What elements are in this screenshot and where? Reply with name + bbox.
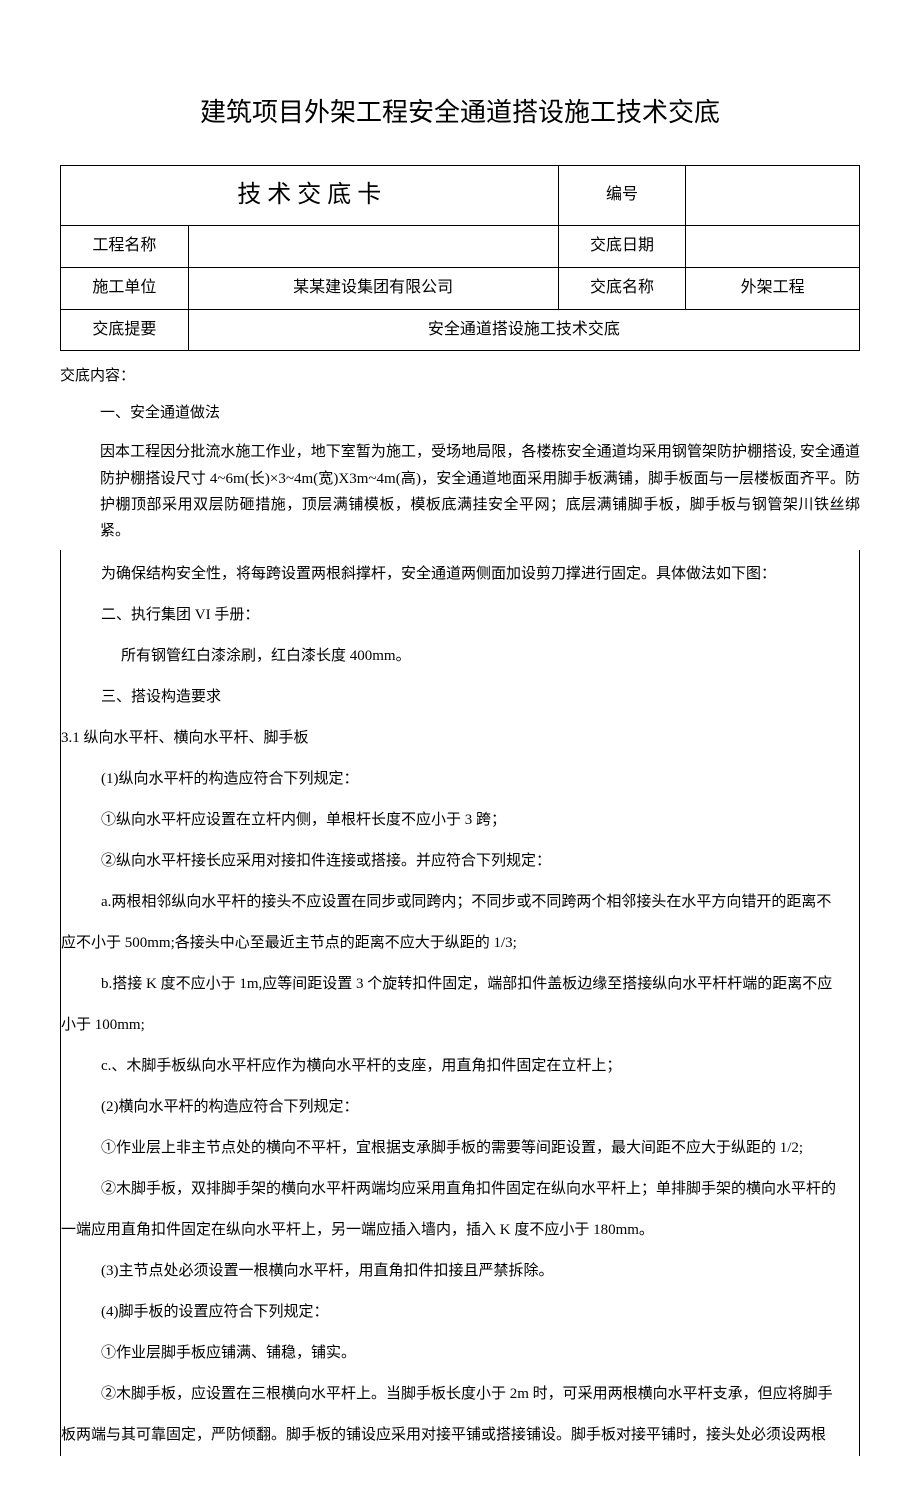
card-title-cell: 技 术 交 底 卡: [61, 165, 559, 225]
date-label: 交底日期: [558, 225, 686, 267]
item-3-1-2a: ①作业层上非主节点处的横向不平杆，宜根据支承脚手板的需要等间距设置，最大间距不应…: [61, 1128, 851, 1169]
item-3-1-1b-b: b.搭接 K 度不应小于 1m,应等间距设置 3 个旋转扣件固定，端部扣件盖板边…: [61, 964, 851, 1005]
unit-value: 某某建设集团有限公司: [188, 267, 558, 309]
item-3-1-2b-cont: 一端应用直角扣件固定在纵向水平杆上，另一端应插入墙内，插入 K 度不应小于 18…: [61, 1210, 851, 1251]
item-3-1-1b-a: a.两根相邻纵向水平杆的接头不应设置在同步或同跨内；不同步或不同跨两个相邻接头在…: [61, 882, 851, 923]
section-3-1-heading: 3.1 纵向水平杆、横向水平杆、脚手板: [61, 718, 851, 759]
item-3-1-4a: ①作业层脚手板应铺满、铺稳，铺实。: [61, 1333, 851, 1374]
header-table: 技 术 交 底 卡 编号 工程名称 交底日期 施工单位 某某建设集团有限公司 交…: [60, 165, 860, 352]
unit-label: 施工单位: [61, 267, 189, 309]
section-2-para-1: 所有钢管红白漆涂刷，红白漆长度 400mm。: [61, 636, 851, 677]
section-2-heading: 二、执行集团 VI 手册：: [61, 595, 851, 636]
date-value: [686, 225, 860, 267]
serial-label: 编号: [558, 165, 686, 225]
name-value: 外架工程: [686, 267, 860, 309]
item-3-1-1a: ①纵向水平杆应设置在立杆内侧，单根杆长度不应小于 3 跨；: [61, 800, 851, 841]
item-3-1-4: (4)脚手板的设置应符合下列规定：: [61, 1292, 851, 1333]
document-title: 建筑项目外架工程安全通道搭设施工技术交底: [60, 90, 860, 137]
content-start: 交底内容：: [60, 359, 860, 394]
item-3-1-1b-c: c.、木脚手板纵向水平杆应作为横向水平杆的支座，用直角扣件固定在立杆上；: [61, 1046, 851, 1087]
section-1-para-1: 因本工程因分批流水施工作业，地下室暂为施工，受场地局限，各楼栋安全通道均采用钢管…: [60, 433, 860, 550]
section-3-heading: 三、搭设构造要求: [61, 677, 851, 718]
item-3-1-4b-cont: 板两端与其可靠固定，严防倾翻。脚手板的铺设应采用对接平铺或搭接铺设。脚手板对接平…: [61, 1415, 851, 1456]
item-3-1-2: (2)横向水平杆的构造应符合下列规定：: [61, 1087, 851, 1128]
project-label: 工程名称: [61, 225, 189, 267]
serial-value: [686, 165, 860, 225]
section-1-heading: 一、安全通道做法: [60, 394, 860, 433]
item-3-1-2b: ②木脚手板，双排脚手架的横向水平杆两端均应采用直角扣件固定在纵向水平杆上；单排脚…: [61, 1169, 851, 1210]
item-3-1-1b-b-cont: 小于 100mm;: [61, 1005, 851, 1046]
item-3-1-1b: ②纵向水平杆接长应采用对接扣件连接或搭接。并应符合下列规定：: [61, 841, 851, 882]
item-3-1-3: (3)主节点处必须设置一根横向水平杆，用直角扣件扣接且严禁拆除。: [61, 1251, 851, 1292]
project-value: [188, 225, 558, 267]
boxed-content: 为确保结构安全性，将每跨设置两根斜撑杆，安全通道两侧面加设剪刀撑进行固定。具体做…: [60, 550, 860, 1456]
item-3-1-1: (1)纵向水平杆的构造应符合下列规定：: [61, 759, 851, 800]
summary-label: 交底提要: [61, 309, 189, 351]
section-1-para-2: 为确保结构安全性，将每跨设置两根斜撑杆，安全通道两侧面加设剪刀撑进行固定。具体做…: [61, 554, 851, 595]
name-label: 交底名称: [558, 267, 686, 309]
summary-value: 安全通道搭设施工技术交底: [188, 309, 859, 351]
item-3-1-4b: ②木脚手板，应设置在三根横向水平杆上。当脚手板长度小于 2m 时，可采用两根横向…: [61, 1374, 851, 1415]
item-3-1-1b-a-cont: 应不小于 500mm;各接头中心至最近主节点的距离不应大于纵距的 1/3;: [61, 923, 851, 964]
